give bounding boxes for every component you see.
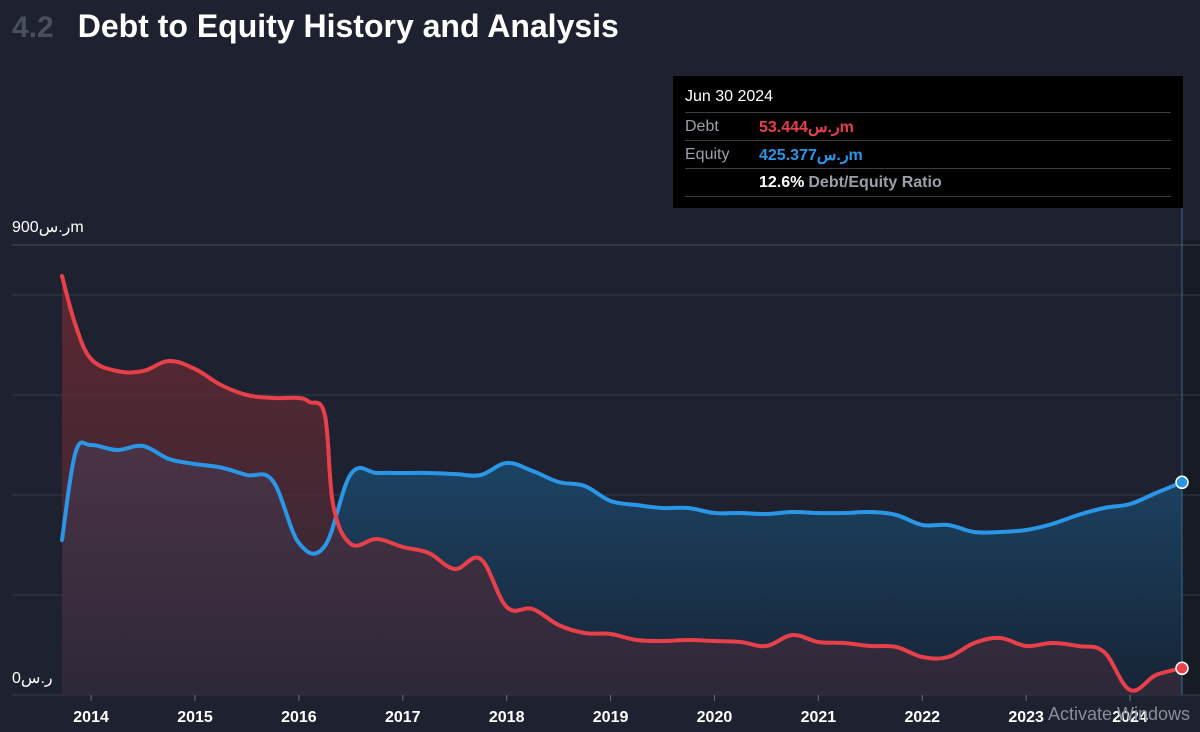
windows-activation-watermark: Activate Windows — [1048, 704, 1191, 724]
x-tick-label: 2019 — [593, 709, 629, 726]
chart-points — [1175, 475, 1189, 676]
debt-line — [60, 274, 1184, 693]
x-axis: 2014 2015 2016 2017 2018 2019 2020 2021 2022 2023… — [73, 695, 1148, 726]
x-tick-label: 2021 — [801, 709, 837, 726]
debt-area — [62, 276, 1182, 695]
x-tick-label: 2015 — [177, 709, 213, 726]
tooltip-ratio-value: 12.6% — [759, 173, 805, 191]
tooltip-date: Jun 30 2024 — [685, 88, 774, 105]
tooltip-equity-value: 425.377ر.سm — [759, 146, 863, 164]
equity-endpoint — [1175, 475, 1189, 490]
x-tick-label: 2022 — [904, 709, 940, 726]
tooltip-ratio-label: Debt/Equity Ratio — [808, 173, 942, 191]
tooltip-debt-label: Debt — [685, 117, 719, 135]
x-tick-label: 2020 — [697, 709, 733, 726]
tooltip-debt-row: Debt 53.444ر.سm — [685, 112, 1171, 140]
x-tick-label: 2014 — [73, 709, 109, 726]
x-tick-label: 2018 — [489, 709, 525, 726]
section-number: 4.2 — [12, 11, 54, 44]
tooltip-equity-label: Equity — [685, 145, 730, 163]
debt-endpoint — [1175, 661, 1189, 676]
equity-line — [60, 440, 1184, 556]
x-tick-label: 2023 — [1008, 709, 1044, 726]
page-title: Debt to Equity History and Analysis — [77, 8, 619, 44]
y-axis-bottom-label: 0ر.س — [12, 670, 53, 687]
tooltip-debt-value: 53.444ر.سm — [759, 118, 854, 136]
tooltip-ratio-row: 12.6% Debt/Equity Ratio — [685, 168, 1171, 197]
x-tick-label: 2016 — [281, 709, 317, 726]
x-tick-label: 2024 — [1112, 709, 1148, 726]
tooltip-equity-row: Equity 425.377ر.سm — [685, 140, 1171, 168]
header: 4.2 Debt to Equity History and Analysis — [12, 8, 619, 45]
y-axis-top-label: 900ر.سm — [12, 219, 84, 236]
chart-tooltip: Jun 30 2024 Debt 53.444ر.سm Equity 425.3… — [673, 76, 1183, 208]
chart-areas — [62, 276, 1182, 695]
chart-lines — [60, 274, 1184, 693]
x-tick-label: 2017 — [385, 709, 421, 726]
future-region — [1182, 240, 1200, 695]
